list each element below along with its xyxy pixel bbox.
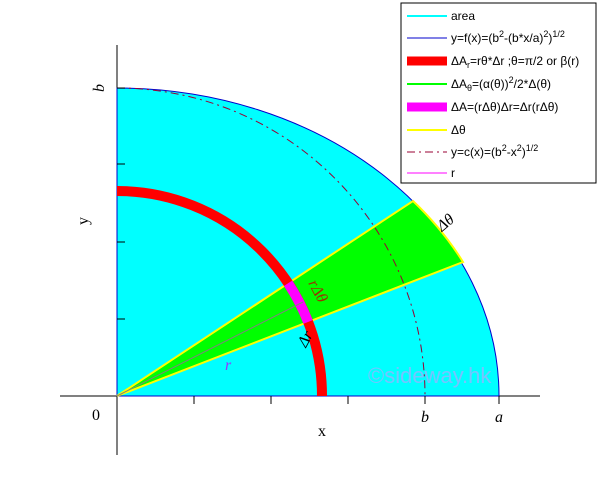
radius-line: [116, 301, 304, 397]
dr-label: Δr: [294, 327, 317, 350]
ticks: [117, 87, 500, 404]
legend-box: [400, 2, 597, 184]
area-element: [283, 280, 313, 324]
legend-samples: [407, 15, 447, 174]
legend-text-part: area: [451, 9, 475, 23]
legend-text-part: ): [548, 31, 552, 45]
legend-text-part: ): [522, 145, 526, 159]
legend-label: r: [451, 166, 455, 180]
legend-text-part: =rθ*Δr ;θ=π/2 or β(r): [470, 54, 579, 68]
wedge: [116, 199, 465, 397]
legend-label: Δθ: [451, 123, 466, 137]
legend-label: ΔA=(rΔθ)Δr=Δr(rΔθ): [451, 100, 558, 114]
legend-text-part: r: [451, 166, 455, 180]
legend-label: y=f(x)=(b2-(b*x/a)2)1/2: [451, 29, 565, 45]
legend-text-part: -x: [507, 145, 517, 159]
legend-text-part: ΔA: [451, 54, 467, 68]
legend-text-part: r: [467, 60, 470, 70]
legend-text-part: y=c(x)=(b: [451, 145, 502, 159]
a-label: a: [495, 409, 503, 426]
r-label: r: [225, 357, 232, 374]
b-label: b: [421, 409, 429, 426]
legend-text-part: 2: [499, 29, 504, 39]
ring: [116, 186, 327, 397]
legend-label: ΔAr=rθ*Δr ;θ=π/2 or β(r): [451, 54, 579, 70]
legend-text-part: θ: [467, 83, 472, 93]
legend-text-part: 2: [502, 143, 507, 153]
legend-text-part: 2: [509, 75, 514, 85]
legend-text-part: 1/2: [552, 29, 565, 39]
b-label: b: [91, 84, 108, 92]
legend-text-part: ΔA: [451, 77, 467, 91]
legend-text-part: =(α(θ)): [472, 77, 509, 91]
watermark: ©sideway.hk: [368, 363, 492, 388]
legend-text-part: /2*Δ(θ): [514, 77, 551, 91]
x-label: x: [318, 423, 326, 440]
legend-text-part: 2: [543, 29, 548, 39]
legend-label: ΔAθ=(α(θ))2/2*Δ(θ): [451, 75, 551, 93]
legend-text-part: y=f(x)=(b: [451, 31, 499, 45]
legend-text-part: ΔA=(rΔθ)Δr=Δr(rΔθ): [451, 100, 558, 114]
legend-label: y=c(x)=(b2-x2)1/2: [451, 143, 538, 159]
legend-text-part: 1/2: [526, 143, 539, 153]
legend-text-part: 2: [517, 143, 522, 153]
ellipse-area: [116, 87, 500, 397]
circle-curve: [116, 87, 426, 397]
legend-text-part: Δθ: [451, 123, 466, 137]
legend-text-part: -(b*x/a): [504, 31, 543, 45]
origin-label: 0: [92, 407, 100, 424]
legend-label: area: [451, 9, 475, 23]
y-label: y: [75, 217, 92, 225]
